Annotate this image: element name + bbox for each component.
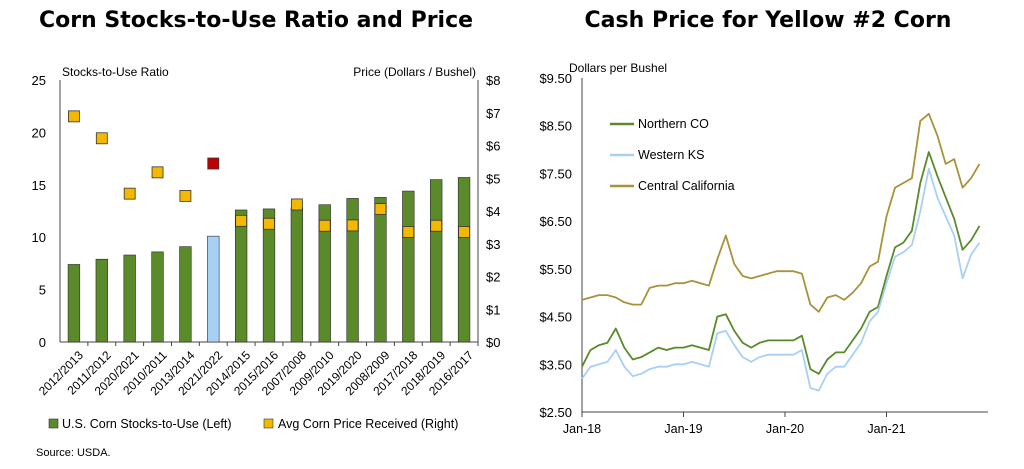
bar xyxy=(402,190,415,343)
price-marker xyxy=(374,203,387,215)
series-line xyxy=(581,167,981,392)
left-y-tick-label: 20 xyxy=(32,125,46,140)
y-tick-label: $5.50 xyxy=(539,262,572,277)
price-marker xyxy=(458,226,470,238)
legend-marker-swatch xyxy=(263,418,274,429)
series-line xyxy=(581,151,981,375)
bar xyxy=(123,254,136,343)
bar xyxy=(457,177,471,343)
right-y-tick-label: $6 xyxy=(486,139,500,154)
series-line xyxy=(581,112,981,313)
right-y-tick-label: $8 xyxy=(486,73,500,88)
price-marker xyxy=(263,217,275,230)
left-y-tick-label: 25 xyxy=(32,73,46,88)
price-marker xyxy=(430,219,443,232)
left-y-tick-label: 15 xyxy=(32,178,46,193)
bar xyxy=(207,235,220,343)
left-chart-title: Corn Stocks-to-Use Ratio and Price xyxy=(38,8,474,33)
y-tick-label: $8.50 xyxy=(539,119,572,134)
bar xyxy=(179,246,192,343)
right-y-tick-label: $7 xyxy=(486,106,500,121)
y-axis-label: Dollars per Bushel xyxy=(569,61,667,75)
legend-label: Northern CO xyxy=(638,117,709,131)
source-note: Source: USDA. xyxy=(36,447,111,459)
bar xyxy=(290,207,304,343)
y-tick-label: $2.50 xyxy=(539,405,572,420)
bar xyxy=(67,264,81,343)
legend-label: Western KS xyxy=(638,148,704,162)
y-tick-label: $7.50 xyxy=(539,166,572,181)
x-tick-label: Jan-20 xyxy=(766,422,804,436)
legend-bar-swatch xyxy=(48,418,59,429)
left-y-tick-label: 10 xyxy=(32,230,46,245)
x-tick-label: Jan-21 xyxy=(867,422,905,436)
right-y-tick-label: $0 xyxy=(486,335,500,350)
bar xyxy=(95,258,108,343)
y-tick-label: $3.50 xyxy=(539,357,572,372)
right-y-tick-label: $3 xyxy=(486,237,500,252)
bar xyxy=(374,197,387,343)
price-marker xyxy=(179,190,192,202)
bar xyxy=(234,209,248,343)
bar xyxy=(262,208,276,343)
stocks-to-use-chart: 0 5 10 15 20 25 $0 $1 $2 $3 $4 $5 $6 $7 $8 Stocks-to-Us… xyxy=(32,65,501,431)
price-marker xyxy=(123,187,136,200)
price-marker xyxy=(68,110,80,123)
y-tick-label: $4.50 xyxy=(539,310,572,325)
price-marker xyxy=(290,198,303,211)
legend-bar-label: U.S. Corn Stocks-to-Use (Left) xyxy=(62,417,232,431)
right-y-tick-label: $5 xyxy=(486,171,500,186)
price-marker xyxy=(235,214,248,227)
price-marker xyxy=(402,226,415,238)
right-y-axis-label: Price (Dollars / Bushel) xyxy=(353,65,476,79)
right-y-tick-label: $1 xyxy=(486,302,500,317)
x-tick-label: Jan-18 xyxy=(563,422,601,436)
y-tick-label: $9.50 xyxy=(539,71,572,86)
price-marker xyxy=(95,132,108,145)
bar xyxy=(151,251,164,343)
x-tick-label: Jan-19 xyxy=(664,422,702,436)
price-marker xyxy=(346,219,359,232)
right-y-tick-label: $4 xyxy=(486,204,500,219)
price-marker xyxy=(318,219,331,232)
price-marker xyxy=(151,166,164,179)
left-y-tick-label: 5 xyxy=(39,283,46,298)
legend-marker-label: Avg Corn Price Received (Right) xyxy=(278,417,458,431)
right-chart-title: Cash Price for Yellow #2 Corn xyxy=(584,8,952,33)
bar xyxy=(430,179,443,343)
right-chart-panel: Cash Price for Yellow #2 Corn $2.50 $3.50… xyxy=(512,0,1024,469)
bar xyxy=(318,204,331,343)
cash-price-chart: $2.50 $3.50 $4.50 $5.50 $6.50 $7.50 $8.50 $9.50… xyxy=(539,61,988,436)
bar xyxy=(346,198,359,343)
left-chart-panel: Corn Stocks-to-Use Ratio and Price 0 5 10 1… xyxy=(32,8,501,431)
left-y-axis-label: Stocks-to-Use Ratio xyxy=(62,65,169,79)
left-y-tick-label: 0 xyxy=(39,335,46,350)
price-marker xyxy=(207,157,220,170)
y-tick-label: $6.50 xyxy=(539,214,572,229)
legend-label: Central California xyxy=(638,179,735,193)
right-y-tick-label: $2 xyxy=(486,270,500,285)
